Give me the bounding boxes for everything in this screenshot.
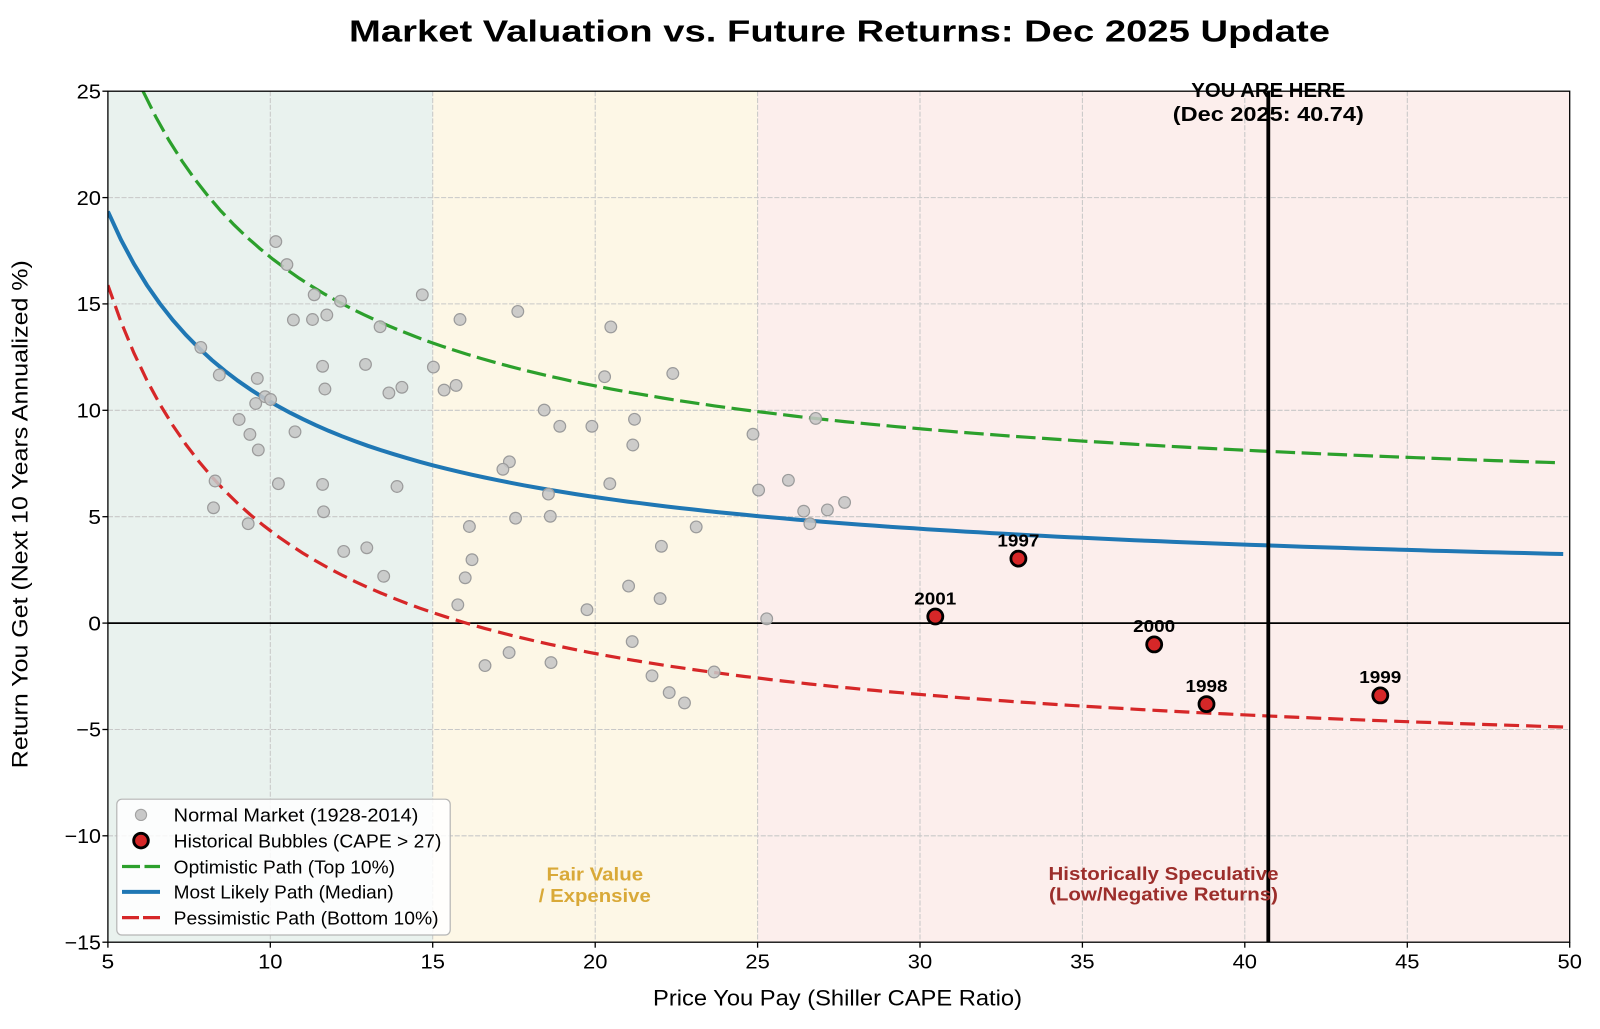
svg-text:(Dec 2025: 40.74): (Dec 2025: 40.74) xyxy=(1173,104,1364,126)
svg-text:Normal Market (1928-2014): Normal Market (1928-2014) xyxy=(174,805,419,826)
svg-text:−15: −15 xyxy=(65,932,101,954)
svg-text:Price You Pay (Shiller CAPE Ra: Price You Pay (Shiller CAPE Ratio) xyxy=(653,986,1022,1011)
svg-text:2000: 2000 xyxy=(1133,616,1175,636)
svg-text:Return You Get (Next 10 Years: Return You Get (Next 10 Years Annualized… xyxy=(8,260,33,768)
svg-text:15: 15 xyxy=(421,952,445,974)
svg-text:1998: 1998 xyxy=(1186,676,1228,696)
svg-text:10: 10 xyxy=(77,401,101,423)
svg-text:2001: 2001 xyxy=(914,588,956,608)
svg-text:−5: −5 xyxy=(76,720,101,742)
svg-text:1997: 1997 xyxy=(997,530,1039,550)
svg-text:20: 20 xyxy=(77,188,101,210)
svg-text:45: 45 xyxy=(1395,952,1419,974)
svg-text:25: 25 xyxy=(77,81,101,103)
svg-text:40: 40 xyxy=(1233,952,1257,974)
svg-text:Optimistic Path (Top 10%): Optimistic Path (Top 10%) xyxy=(174,856,395,877)
svg-text:35: 35 xyxy=(1070,952,1094,974)
svg-text:(Low/Negative Returns): (Low/Negative Returns) xyxy=(1049,883,1278,904)
svg-text:1999: 1999 xyxy=(1359,667,1401,687)
svg-text:Historical Bubbles (CAPE > 27): Historical Bubbles (CAPE > 27) xyxy=(174,830,442,851)
svg-text:25: 25 xyxy=(745,952,769,974)
svg-text:Market Valuation vs. Future Re: Market Valuation vs. Future Returns: Dec… xyxy=(349,14,1330,49)
svg-text:5: 5 xyxy=(88,507,101,529)
svg-text:Pessimistic Path (Bottom 10%): Pessimistic Path (Bottom 10%) xyxy=(174,907,439,928)
svg-text:−10: −10 xyxy=(65,826,101,848)
svg-text:Historically Speculative: Historically Speculative xyxy=(1049,863,1279,884)
svg-text:20: 20 xyxy=(583,952,607,974)
svg-text:/ Expensive: / Expensive xyxy=(539,885,651,906)
svg-text:30: 30 xyxy=(908,952,932,974)
svg-text:Most Likely Path (Median): Most Likely Path (Median) xyxy=(174,882,394,903)
svg-text:50: 50 xyxy=(1558,952,1582,974)
svg-text:15: 15 xyxy=(77,294,101,316)
svg-text:0: 0 xyxy=(88,613,101,635)
svg-text:Fair Value: Fair Value xyxy=(547,863,644,884)
svg-text:10: 10 xyxy=(258,952,282,974)
svg-text:5: 5 xyxy=(102,952,115,974)
